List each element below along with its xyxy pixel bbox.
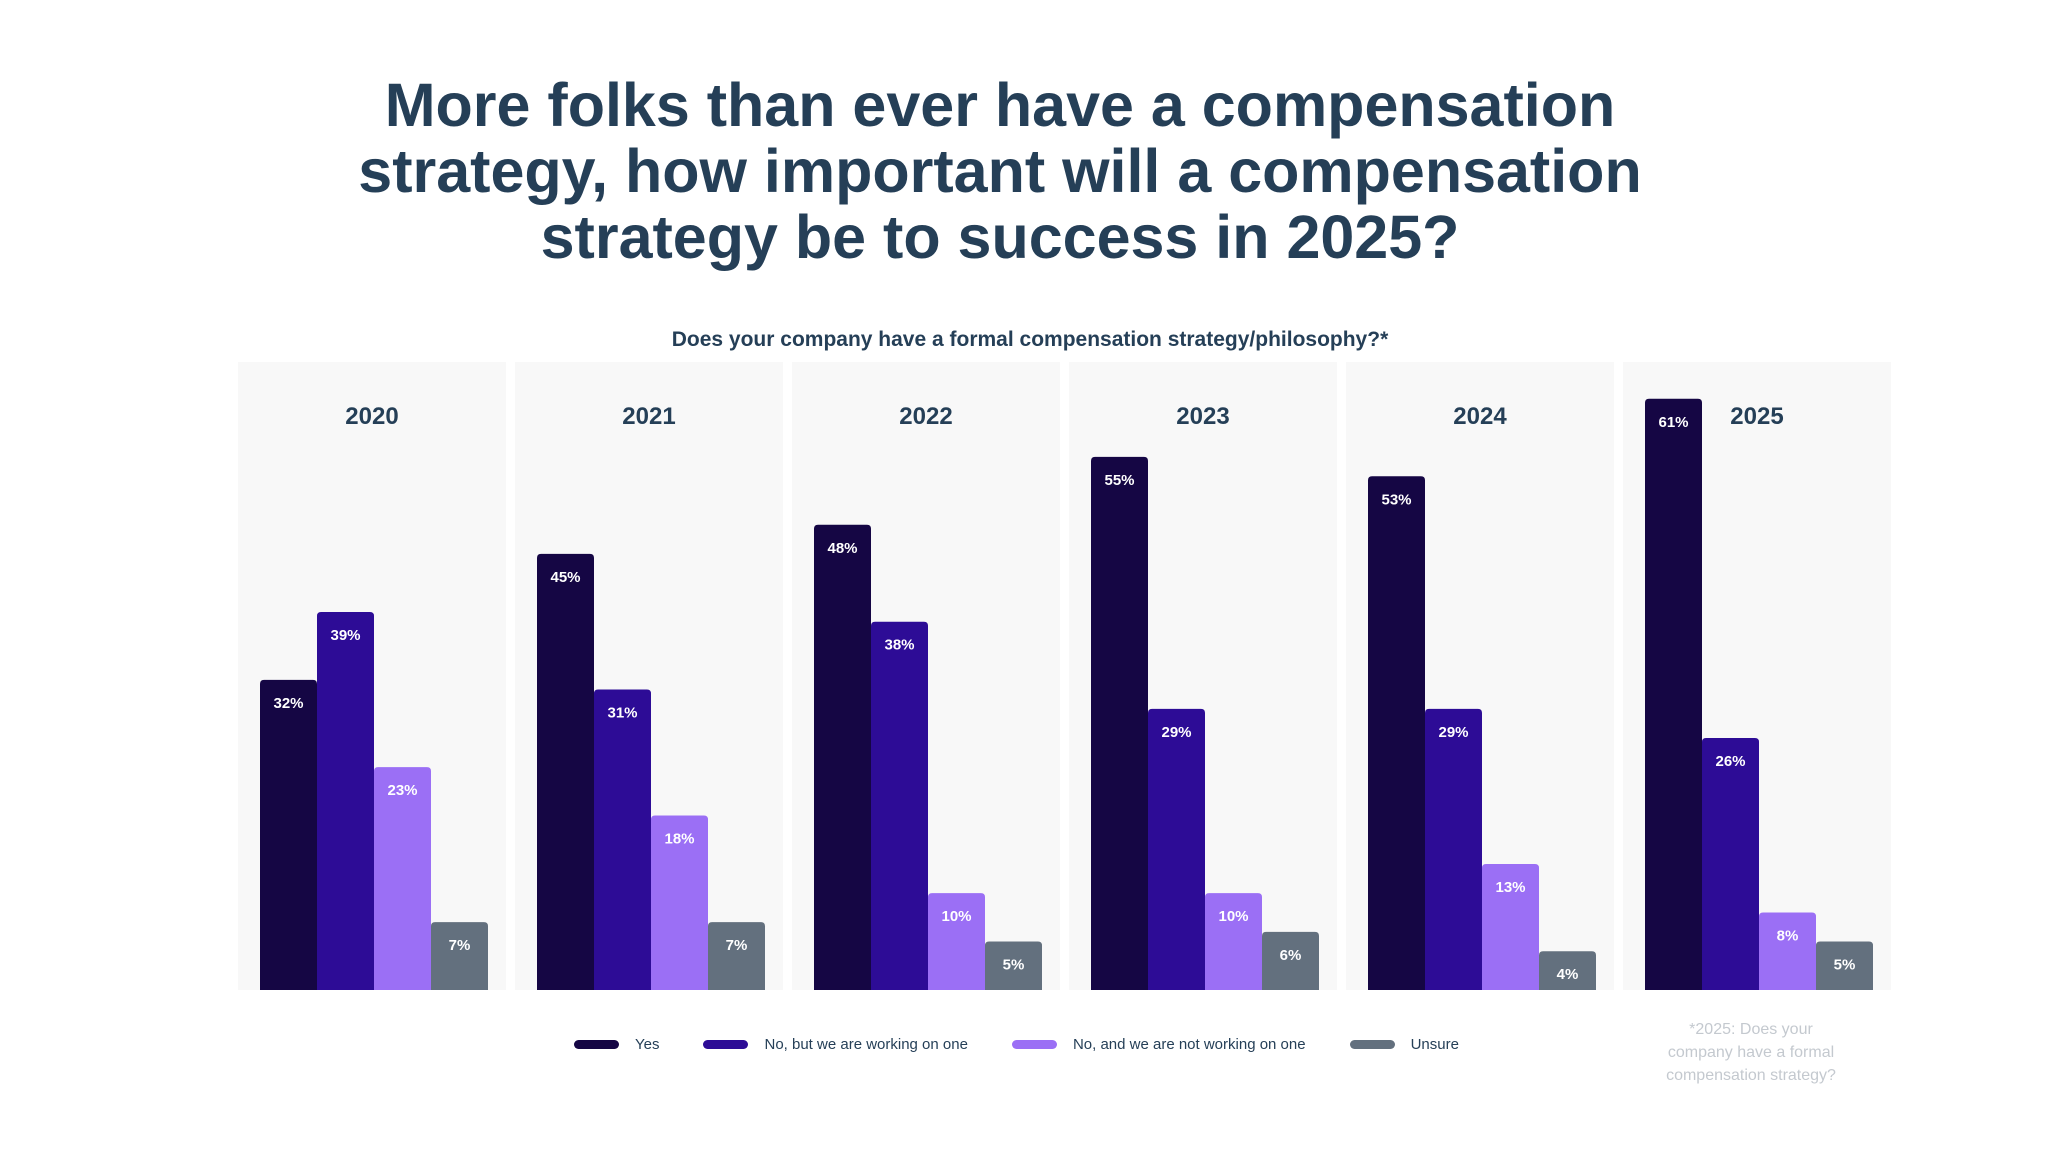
data-label-2020-series-1: 39% (330, 627, 360, 644)
title-line: More folks than ever have a compensation (384, 71, 1616, 139)
legend-item-yes: Yes (574, 1036, 659, 1053)
data-label-2020-series-2: 23% (387, 782, 417, 799)
bar-2020-series-1 (317, 612, 374, 990)
bar-2023-series-3 (1262, 931, 1319, 990)
legend-label: No, but we are working on one (764, 1035, 968, 1053)
data-label-2020-series-0: 32% (273, 695, 303, 712)
bar-2021-series-1 (594, 689, 651, 990)
year-label-2023: 2023 (1176, 403, 1229, 430)
bar-2024-series-0 (1368, 476, 1425, 990)
year-label-2020: 2020 (345, 403, 398, 430)
title-line: strategy be to success in 2025? (540, 203, 1460, 271)
bar-2023-series-0 (1091, 456, 1148, 990)
legend-swatch (703, 1039, 749, 1049)
data-label-2023-series-0: 55% (1104, 472, 1134, 489)
data-label-2022-series-1: 38% (884, 637, 914, 654)
bar-2022-series-1 (871, 621, 928, 990)
bar-2024-series-1 (1425, 708, 1482, 990)
bar-2022-series-2 (928, 893, 985, 990)
footnote-line: *2025: Does your (1689, 1021, 1813, 1038)
data-label-2022-series-3: 5% (1003, 957, 1025, 974)
legend-item-working-on-one: No, but we are working on one (703, 1035, 968, 1053)
bar-2022-series-3 (985, 941, 1042, 990)
bar-2020-series-2 (374, 767, 431, 990)
bar-2021-series-0 (537, 553, 594, 990)
data-label-2021-series-3: 7% (726, 937, 748, 954)
bar-2024-series-2 (1482, 864, 1539, 990)
legend-label: Unsure (1410, 1035, 1459, 1053)
data-label-2023-series-3: 6% (1280, 947, 1302, 964)
legend-label: Yes (635, 1035, 660, 1053)
data-label-2024-series-3: 4% (1557, 966, 1579, 983)
bar-2023-series-1 (1148, 708, 1205, 990)
legend-item-not-working-on-one: No, and we are not working on one (1011, 1035, 1306, 1053)
data-label-2025-series-2: 8% (1777, 927, 1799, 944)
data-label-2025-series-1: 26% (1715, 753, 1745, 770)
bar-2023-series-2 (1205, 893, 1262, 990)
data-label-2022-series-2: 10% (941, 908, 971, 925)
legend-swatch (1011, 1039, 1057, 1049)
bar-2021-series-3 (708, 922, 765, 990)
bar-2025-series-0 (1645, 398, 1702, 990)
footnote: *2025: Does your company have a formal c… (1631, 1018, 1871, 1087)
data-label-2024-series-1: 29% (1438, 724, 1468, 741)
data-label-2020-series-3: 7% (449, 937, 471, 954)
footnote-line: company have a formal (1667, 1044, 1835, 1061)
year-label-2025: 2025 (1730, 403, 1783, 430)
data-label-2024-series-0: 53% (1381, 491, 1411, 508)
chart-legend: Yes No, but we are working on one No, an… (574, 1032, 1503, 1056)
legend-label: No, and we are not working on one (1072, 1035, 1306, 1053)
page-title: More folks than ever have a compensation… (0, 72, 2000, 270)
title-line: strategy, how important will a compensat… (358, 137, 1642, 205)
year-label-2021: 2021 (622, 403, 675, 430)
data-label-2021-series-1: 31% (607, 705, 637, 722)
bar-2020-series-0 (260, 679, 317, 990)
data-label-2022-series-0: 48% (827, 540, 857, 557)
chart-title: Does your company have a formal compensa… (671, 328, 1389, 351)
legend-swatch (1349, 1039, 1395, 1049)
footnote-line: compensation strategy? (1666, 1067, 1836, 1084)
legend-item-unsure: Unsure (1349, 1035, 1459, 1053)
data-label-2025-series-3: 5% (1834, 957, 1856, 974)
bar-2025-series-3 (1816, 941, 1873, 990)
data-label-2024-series-2: 13% (1495, 879, 1525, 896)
bar-2021-series-2 (651, 815, 708, 990)
data-label-2023-series-2: 10% (1218, 908, 1248, 925)
bar-2024-series-3 (1539, 951, 1596, 990)
year-label-2022: 2022 (899, 403, 952, 430)
bar-2022-series-0 (814, 524, 871, 990)
data-label-2023-series-1: 29% (1161, 724, 1191, 741)
bar-2025-series-2 (1759, 912, 1816, 990)
data-label-2025-series-0: 61% (1658, 414, 1688, 431)
year-label-2024: 2024 (1453, 403, 1507, 430)
bar-2025-series-1 (1702, 738, 1759, 990)
legend-swatch (574, 1039, 619, 1049)
bar-2020-series-3 (431, 922, 488, 990)
data-label-2021-series-2: 18% (664, 831, 694, 848)
data-label-2021-series-0: 45% (550, 569, 580, 586)
